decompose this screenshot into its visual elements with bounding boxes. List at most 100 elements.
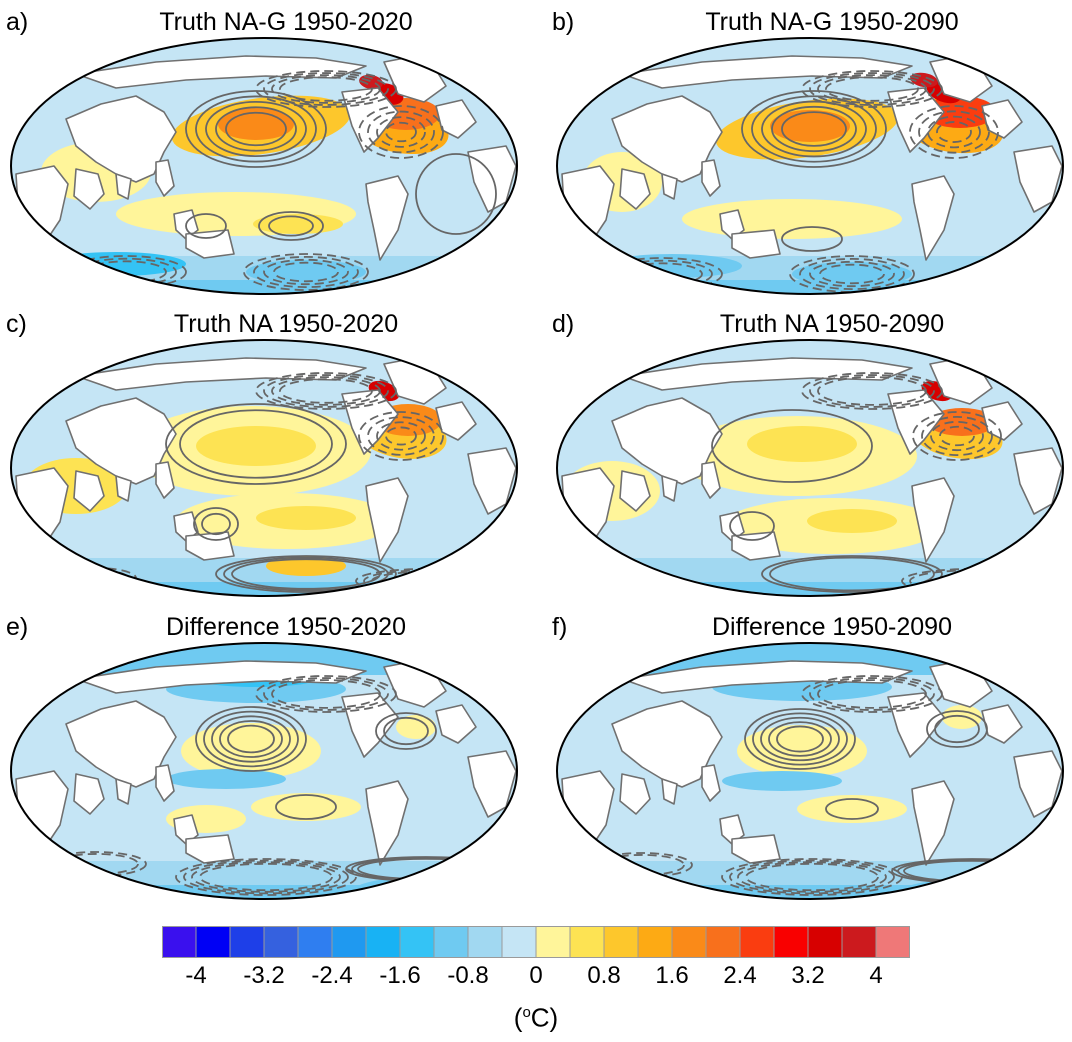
colorbar-units: (oC) [513, 1002, 559, 1033]
land-mass [701, 461, 721, 499]
panel-label: a) [6, 8, 29, 36]
contour-line [737, 861, 887, 893]
anomaly-patch [682, 199, 902, 239]
contour-line [201, 512, 231, 536]
land-mass [621, 660, 913, 694]
land-mass [435, 704, 477, 744]
contour-line [761, 555, 943, 593]
contour-line [385, 121, 417, 143]
contour-line [817, 74, 927, 104]
colorbar-tick-label: -1.6 [379, 962, 421, 989]
contour-line [981, 257, 1063, 287]
contour-line [997, 262, 1047, 282]
contour-line [375, 712, 437, 750]
map-frame [556, 37, 1064, 295]
contour-line [936, 121, 972, 143]
colorbar-tick-label: -4 [185, 962, 207, 989]
land-mass [365, 175, 409, 261]
contour-line [263, 72, 389, 106]
contour-line [179, 409, 333, 479]
land-mass [661, 475, 678, 502]
land-mass [73, 773, 105, 815]
land-mass [73, 470, 105, 512]
anomaly-patch [246, 260, 366, 284]
contour-line [185, 213, 227, 239]
contour-line [165, 403, 347, 485]
contour-line [768, 721, 832, 757]
land-mass [619, 168, 651, 210]
map-canvas [556, 37, 1064, 295]
contour-line [930, 420, 984, 452]
colorbar [162, 926, 910, 958]
colorbar-tick-label: 3.2 [791, 962, 825, 989]
anomaly-patch [722, 771, 842, 791]
anomaly-patch [436, 264, 516, 284]
colorbar-tick-label: 2.4 [723, 962, 757, 989]
contour-line [211, 715, 291, 763]
colorbar-swatch [297, 926, 333, 958]
colorbar-ticks: -4 -3.2 -2.4 -1.6 -0.8 0 0.8 1.6 2.4 3.2 4 [0, 962, 1072, 992]
land-mass [185, 834, 235, 864]
colorbar-tick-label: 0.8 [587, 962, 621, 989]
contour-line [358, 411, 444, 461]
colorbar-tick-label: 4 [869, 962, 883, 989]
contour-line [268, 215, 314, 237]
contour-line [376, 421, 426, 451]
anomaly-patch [747, 426, 857, 462]
contour-line [199, 862, 333, 892]
contour-line [989, 259, 1055, 285]
contour-line [263, 374, 389, 408]
land-mass [621, 357, 913, 391]
colorbar-swatch [162, 926, 197, 958]
panel-title: Truth NA 1950-2020 [173, 310, 399, 338]
anomaly-patch [792, 262, 912, 286]
land-mass [911, 780, 955, 866]
contour-line [225, 111, 287, 147]
colorbar-swatch [841, 926, 877, 958]
land-mass [621, 55, 913, 89]
land-mass [341, 87, 399, 153]
anomaly-patch [166, 769, 286, 789]
anomaly-patch [902, 879, 1042, 899]
contour-line [367, 416, 435, 456]
southern-cold-spot [917, 288, 1027, 294]
contour-line [279, 76, 373, 102]
colorbar-tick-label: 1.6 [655, 962, 689, 989]
contour-line [801, 372, 943, 410]
contour-line [415, 153, 497, 235]
anomaly-patch [266, 556, 346, 576]
land-mass [75, 660, 367, 694]
land-mass [701, 159, 721, 197]
map-frame [10, 37, 518, 295]
contour-line [771, 105, 857, 153]
contour-line [271, 74, 381, 104]
colorbar-swatch [331, 926, 367, 958]
contour-line [760, 716, 840, 762]
contour-line [809, 72, 935, 106]
contour-line [255, 675, 397, 713]
panel-label: d) [552, 310, 575, 338]
map-panel-1: a) Truth NA-G 1950-2020 [6, 8, 522, 298]
contour-line [744, 708, 856, 770]
colorbar-tick-label: -3.2 [243, 962, 285, 989]
land-mass [75, 357, 367, 391]
anomaly-patch [181, 723, 321, 779]
anomaly-patch [251, 793, 361, 821]
colorbar-swatch [773, 926, 809, 958]
contour-line [817, 376, 927, 406]
contour-line [215, 555, 397, 593]
colorbar-swatch [467, 926, 503, 958]
contour-line [776, 725, 824, 753]
contour-line [443, 259, 509, 285]
colorbar-swatch [603, 926, 639, 958]
map-panel-3: c) Truth NA 1950-2020 [6, 310, 522, 600]
anomaly-patch [256, 506, 356, 530]
contour-line [939, 425, 975, 447]
colorbar-swatch [263, 926, 299, 958]
land-mass [911, 175, 955, 261]
land-mass [341, 692, 399, 758]
map-canvas [10, 37, 518, 295]
land-mass [981, 401, 1023, 441]
contour-line [376, 116, 426, 148]
contour-line [75, 257, 177, 287]
